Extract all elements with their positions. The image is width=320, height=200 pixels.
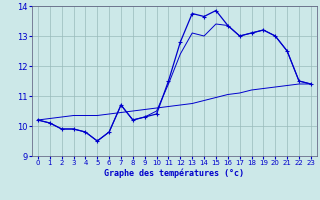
X-axis label: Graphe des températures (°c): Graphe des températures (°c) [104, 169, 244, 178]
